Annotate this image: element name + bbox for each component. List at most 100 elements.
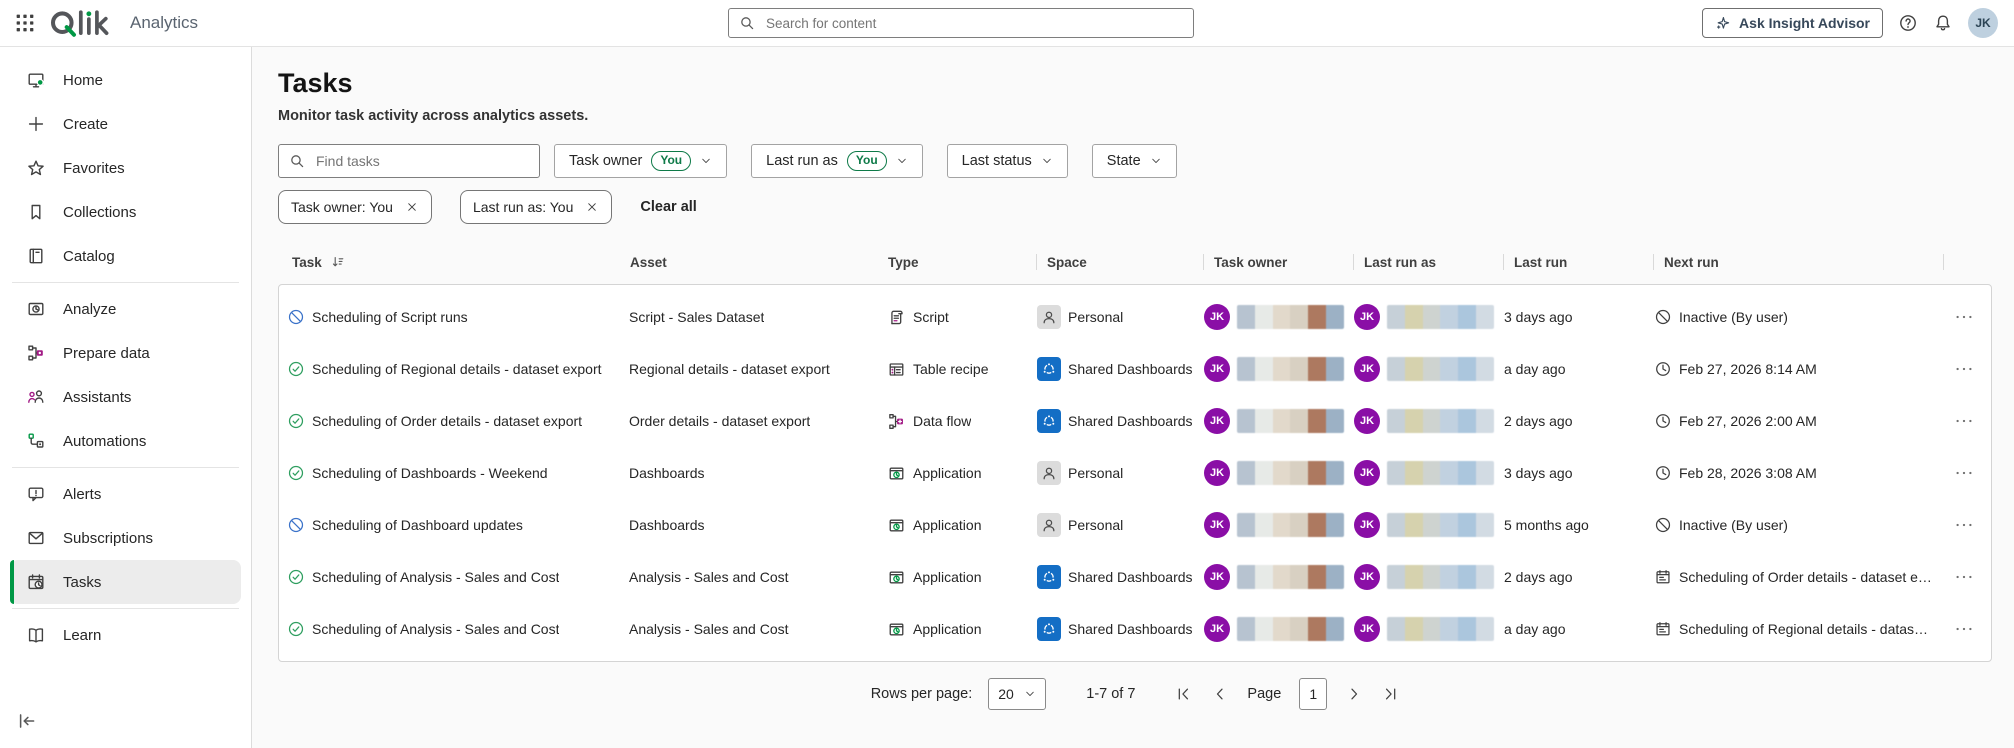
row-actions-button[interactable] — [1954, 359, 1974, 379]
row-actions-button[interactable] — [1954, 619, 1974, 639]
filter-badge: You — [651, 151, 692, 171]
row-actions-button[interactable] — [1954, 463, 1974, 483]
tasks-table: Scheduling of Script runs Script - Sales … — [278, 284, 1992, 662]
table-header: Task Asset Type Space Task owner Last run as L… — [278, 248, 1992, 276]
sidebar-item-tasks[interactable]: Tasks — [10, 560, 241, 604]
table-row[interactable]: Scheduling of Analysis - Sales and Cost A… — [279, 551, 1991, 603]
chip-label: Task owner: You — [291, 199, 393, 215]
last-page-button[interactable] — [1381, 685, 1399, 703]
clear-all-button[interactable]: Clear all — [640, 199, 697, 215]
rows-per-page-label: Rows per page: — [870, 686, 973, 702]
sidebar-item-home[interactable]: Home — [0, 58, 251, 102]
next-run-value: Feb 27, 2026 2:00 AM — [1679, 413, 1817, 429]
column-header-task-owner[interactable]: Task owner — [1203, 254, 1353, 270]
task-name: Scheduling of Regional details - dataset… — [312, 361, 602, 377]
close-icon[interactable] — [585, 200, 599, 214]
application-icon — [887, 568, 906, 587]
previous-page-button[interactable] — [1211, 685, 1229, 703]
row-actions-button[interactable] — [1954, 411, 1974, 431]
ask-insight-advisor-label: Ask Insight Advisor — [1739, 15, 1870, 31]
sidebar-item-prepare-data[interactable]: Prepare data — [0, 331, 251, 375]
sidebar-item-create[interactable]: Create — [0, 102, 251, 146]
collapse-sidebar-icon[interactable] — [16, 710, 38, 732]
table-row[interactable]: Scheduling of Regional details - dataset… — [279, 343, 1991, 395]
calendar-icon — [1654, 568, 1672, 586]
runas-name-redacted — [1387, 357, 1494, 381]
learn-icon — [26, 625, 46, 645]
sidebar-item-assistants[interactable]: Assistants — [0, 375, 251, 419]
sidebar-item-subscriptions[interactable]: Subscriptions — [0, 516, 251, 560]
page-number-input[interactable] — [1299, 678, 1328, 710]
owner-avatar: JK — [1204, 616, 1230, 642]
column-header-next-run[interactable]: Next run — [1653, 254, 1943, 270]
sidebar-item-learn[interactable]: Learn — [0, 613, 251, 657]
chevron-down-icon — [1024, 688, 1036, 700]
last-run-value: a day ago — [1504, 361, 1566, 377]
find-tasks-box[interactable] — [278, 144, 540, 178]
app-switcher-icon[interactable] — [14, 12, 36, 34]
notifications-icon[interactable] — [1933, 13, 1953, 33]
sidebar-divider — [12, 467, 239, 468]
rows-per-page-select[interactable]: 20 — [988, 678, 1047, 710]
sidebar-item-label: Subscriptions — [63, 529, 154, 547]
sidebar-item-collections[interactable]: Collections — [0, 190, 251, 234]
column-header-last-run-as[interactable]: Last run as — [1353, 254, 1503, 270]
calendar-icon — [1654, 620, 1672, 638]
row-actions-button[interactable] — [1954, 307, 1974, 327]
help-icon[interactable] — [1898, 13, 1918, 33]
column-header-last-run[interactable]: Last run — [1503, 254, 1653, 270]
sidebar-item-catalog[interactable]: Catalog — [0, 234, 251, 278]
space-shared-icon — [1037, 617, 1061, 641]
next-page-button[interactable] — [1345, 685, 1363, 703]
pagination-range: 1-7 of 7 — [1086, 686, 1136, 702]
filter-label: State — [1106, 153, 1141, 169]
type-label: Script — [913, 309, 949, 325]
close-icon[interactable] — [405, 200, 419, 214]
column-header-asset[interactable]: Asset — [628, 254, 886, 270]
filter-chip[interactable]: Last run as: You — [459, 190, 613, 224]
table-row[interactable]: Scheduling of Dashboard updates Dashboard… — [279, 499, 1991, 551]
column-label: Type — [888, 254, 919, 270]
sidebar-item-automations[interactable]: Automations — [0, 419, 251, 463]
find-tasks-input[interactable] — [314, 152, 529, 170]
row-actions-button[interactable] — [1954, 567, 1974, 587]
filter-dropdown-task-owner[interactable]: Task owner You — [554, 144, 728, 178]
column-header-task[interactable]: Task — [278, 254, 628, 270]
column-label: Space — [1047, 254, 1087, 270]
table-row[interactable]: Scheduling of Order details - dataset ex… — [279, 395, 1991, 447]
filter-chip[interactable]: Task owner: You — [278, 190, 432, 224]
user-avatar[interactable]: JK — [1968, 8, 1998, 38]
filter-dropdown-state[interactable]: State — [1091, 144, 1177, 178]
ask-insight-advisor-button[interactable]: Ask Insight Advisor — [1702, 8, 1883, 38]
sidebar-item-label: Analyze — [63, 300, 117, 318]
space-label: Shared Dashboards — [1068, 569, 1193, 585]
row-actions-button[interactable] — [1954, 515, 1974, 535]
task-name: Scheduling of Analysis - Sales and Cost — [312, 569, 560, 585]
filter-label: Last status — [961, 153, 1032, 169]
column-header-space[interactable]: Space — [1036, 254, 1203, 270]
first-page-button[interactable] — [1175, 685, 1193, 703]
sidebar-item-favorites[interactable]: Favorites — [0, 146, 251, 190]
table-row[interactable]: Scheduling of Script runs Script - Sales … — [279, 291, 1991, 343]
sidebar-item-alerts[interactable]: Alerts — [0, 472, 251, 516]
global-search[interactable] — [728, 8, 1194, 38]
owner-name-redacted — [1237, 617, 1344, 641]
space-personal-icon — [1037, 461, 1061, 485]
script-icon — [887, 308, 906, 327]
topbar: Analytics Ask Insight Advisor JK — [0, 0, 2014, 47]
chip-label: Last run as: You — [472, 199, 574, 215]
star-icon — [26, 158, 46, 178]
table-row[interactable]: Scheduling of Analysis - Sales and Cost A… — [279, 603, 1991, 655]
column-header-type[interactable]: Type — [886, 254, 1036, 270]
sidebar-item-analyze[interactable]: Analyze — [0, 287, 251, 331]
filter-dropdown-last-status[interactable]: Last status — [946, 144, 1068, 178]
table-row[interactable]: Scheduling of Dashboards - Weekend Dashbo… — [279, 447, 1991, 499]
task-name: Scheduling of Dashboards - Weekend — [312, 465, 548, 481]
qlik-logo[interactable] — [50, 9, 110, 38]
search-input[interactable] — [764, 14, 1183, 32]
filter-dropdown-last-run-as[interactable]: Last run as You — [751, 144, 923, 178]
page-title: Tasks — [278, 68, 353, 98]
last-run-value: 2 days ago — [1504, 569, 1573, 585]
sidebar: Home Create Favorites Collections Catalog Ana… — [0, 46, 252, 748]
type-label: Table recipe — [913, 361, 989, 377]
